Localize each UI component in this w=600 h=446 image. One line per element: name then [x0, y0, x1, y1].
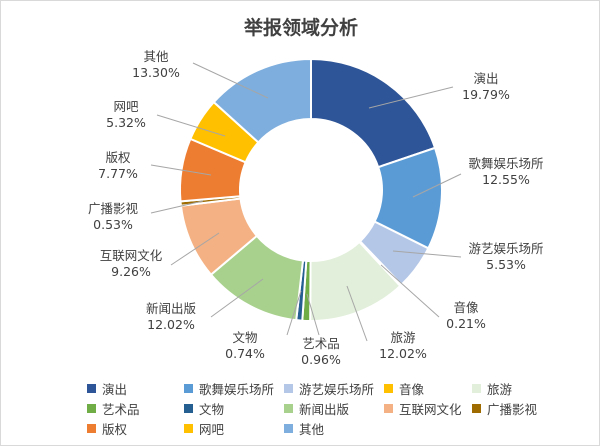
legend-item: 演出: [87, 379, 127, 398]
leader-line-3: [380, 264, 440, 318]
slice-name-label: 版权: [105, 150, 131, 165]
slice-name-label: 音像: [453, 300, 479, 315]
leader-line-1: [412, 173, 462, 198]
slice-name-label: 新闻出版: [146, 301, 197, 316]
legend-label: 文物: [199, 402, 225, 417]
slice-name-label: 艺术品: [302, 336, 340, 351]
legend-swatch: [384, 404, 393, 413]
legend-label: 互联网文化: [399, 402, 462, 417]
slice-0: [310, 57, 437, 169]
legend-item: 音像: [384, 379, 424, 398]
leader-line-0: [368, 86, 454, 109]
slice-percent-label: 9.26%: [111, 264, 151, 279]
leader-line-4: [346, 285, 368, 342]
legend-swatch: [184, 404, 193, 413]
slice-percent-label: 5.53%: [486, 257, 526, 272]
slice-percent-label: 5.32%: [106, 115, 146, 130]
leader-line-12: [192, 62, 269, 99]
legend-swatch: [284, 384, 293, 393]
legend-swatch: [87, 404, 96, 413]
slice-name-label: 歌舞娱乐场所: [468, 156, 543, 171]
slice-name-label: 其他: [143, 49, 169, 64]
slice-name-label: 演出: [473, 71, 498, 86]
legend-label: 其他: [299, 422, 325, 437]
legend-label: 歌舞娱乐场所: [199, 382, 275, 397]
legend-swatch: [87, 424, 96, 433]
legend-swatch: [184, 384, 193, 393]
legend-item: 广播影视: [472, 399, 537, 418]
legend-swatch: [384, 384, 393, 393]
leader-line-6: [286, 290, 302, 336]
slice-name-label: 网吧: [113, 99, 139, 114]
legend-swatch: [284, 404, 293, 413]
slice-name-label: 游艺娱乐场所: [468, 241, 543, 256]
leader-line-8: [170, 232, 220, 266]
leader-line-2: [392, 250, 462, 258]
leader-line-9: [150, 200, 204, 214]
legend-label: 新闻出版: [299, 402, 350, 417]
legend-swatch: [87, 384, 96, 393]
legend-item: 游艺娱乐场所: [284, 379, 374, 398]
legend-swatch: [284, 424, 293, 433]
slice-percent-label: 13.30%: [132, 65, 180, 80]
slice-percent-label: 12.55%: [482, 172, 530, 187]
legend-item: 其他: [284, 419, 324, 438]
legend-label: 演出: [102, 382, 128, 397]
legend-item: 互联网文化: [384, 399, 462, 418]
legend-label: 游艺娱乐场所: [299, 382, 375, 397]
slice-name-label: 广播影视: [88, 201, 139, 216]
slice-name-label: 互联网文化: [100, 248, 163, 263]
legend-item: 文物: [184, 399, 224, 418]
slice-percent-label: 0.96%: [301, 352, 341, 367]
legend-swatch: [472, 404, 481, 413]
legend-item: 艺术品: [87, 399, 140, 418]
slice-percent-label: 12.02%: [379, 346, 427, 361]
legend-label: 广播影视: [487, 402, 538, 417]
legend-label: 旅游: [487, 382, 513, 397]
slice-percent-label: 19.79%: [462, 87, 510, 102]
leader-line-7: [210, 278, 264, 318]
slice-name-label: 旅游: [390, 330, 416, 345]
slice-percent-label: 0.53%: [93, 217, 133, 232]
leader-line-11: [156, 114, 226, 137]
legend-item: 版权: [87, 419, 127, 438]
legend-item: 新闻出版: [284, 399, 349, 418]
legend-swatch: [472, 384, 481, 393]
legend-item: 歌舞娱乐场所: [184, 379, 274, 398]
legend-label: 音像: [399, 382, 425, 397]
legend-swatch: [184, 424, 193, 433]
slice-name-label: 文物: [232, 330, 257, 345]
chart-title: 举报领域分析: [243, 17, 358, 39]
legend-item: 旅游: [472, 379, 512, 398]
leader-line-10: [150, 164, 212, 176]
slice-percent-label: 12.02%: [147, 317, 195, 332]
slice-percent-label: 0.21%: [446, 316, 486, 331]
slice-12: [212, 57, 312, 144]
slice-percent-label: 0.74%: [225, 346, 265, 361]
legend-label: 艺术品: [102, 402, 140, 417]
legend-label: 版权: [102, 422, 128, 437]
leader-line-5: [306, 293, 320, 336]
legend-item: 网吧: [184, 419, 224, 438]
slice-percent-label: 7.77%: [98, 166, 138, 181]
legend-label: 网吧: [199, 422, 225, 437]
